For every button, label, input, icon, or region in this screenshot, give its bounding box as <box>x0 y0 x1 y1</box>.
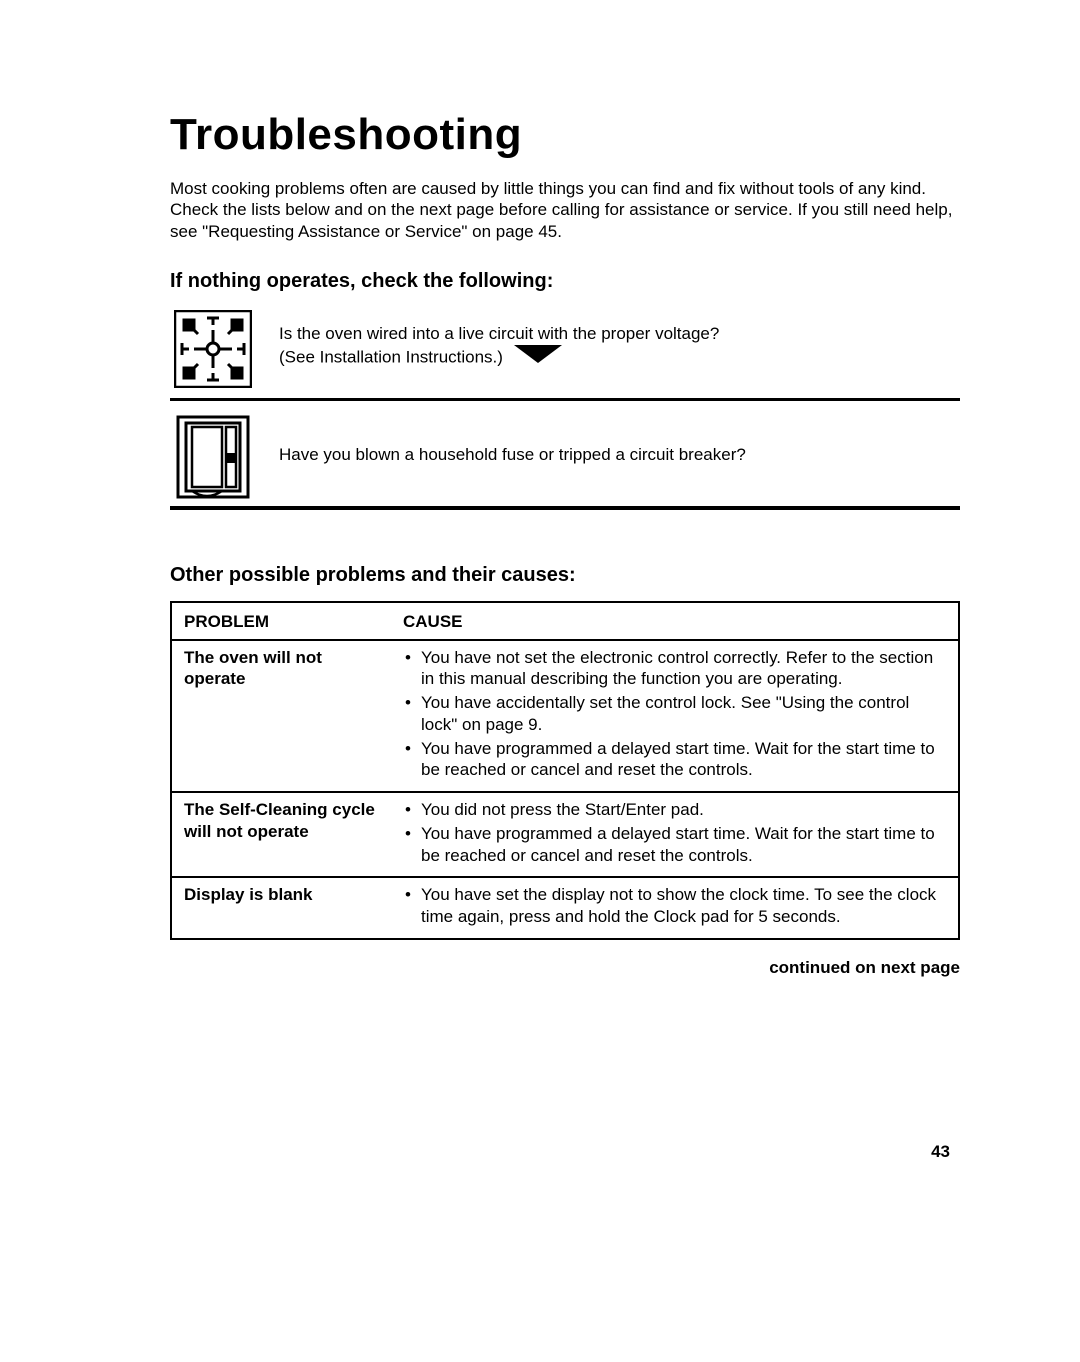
problem-cell: Display is blank <box>171 877 391 939</box>
intro-paragraph: Most cooking problems often are caused b… <box>170 178 960 242</box>
check-voltage-text: Is the oven wired into a live circuit wi… <box>279 323 719 379</box>
fusebox-icon <box>170 415 255 500</box>
table-row: The oven will not operate You have not s… <box>171 640 959 793</box>
cause-item: You have set the display not to show the… <box>403 884 946 928</box>
problem-cell: The oven will not operate <box>171 640 391 793</box>
cause-cell: You did not press the Start/Enter pad. Y… <box>391 792 959 877</box>
cause-cell: You have set the display not to show the… <box>391 877 959 939</box>
page-number: 43 <box>931 1142 950 1162</box>
nothing-operates-heading: If nothing operates, check the following… <box>170 270 960 293</box>
other-problems-heading: Other possible problems and their causes… <box>170 564 960 587</box>
arrow-down-icon <box>514 345 562 371</box>
cause-cell: You have not set the electronic control … <box>391 640 959 793</box>
page-title: Troubleshooting <box>170 110 960 160</box>
cause-item: You have accidentally set the control lo… <box>403 692 946 736</box>
cause-item: You have programmed a delayed start time… <box>403 823 946 867</box>
wiring-icon <box>170 307 255 392</box>
check1-line2: (See Installation Instructions.) <box>279 348 503 367</box>
check1-line1: Is the oven wired into a live circuit wi… <box>279 324 719 343</box>
check-fuse-text: Have you blown a household fuse or tripp… <box>279 444 746 474</box>
check-row-voltage: Is the oven wired into a live circuit wi… <box>170 307 960 401</box>
table-header-row: PROBLEM CAUSE <box>171 602 959 640</box>
cause-item: You did not press the Start/Enter pad. <box>403 799 946 821</box>
cause-item: You have programmed a delayed start time… <box>403 738 946 782</box>
table-row: The Self-Cleaning cycle will not operate… <box>171 792 959 877</box>
problem-cell: The Self-Cleaning cycle will not operate <box>171 792 391 877</box>
header-cause: CAUSE <box>391 602 959 640</box>
problems-table: PROBLEM CAUSE The oven will not operate … <box>170 601 960 940</box>
cause-item: You have not set the electronic control … <box>403 647 946 691</box>
table-row: Display is blank You have set the displa… <box>171 877 959 939</box>
check-row-fuse: Have you blown a household fuse or tripp… <box>170 415 960 510</box>
header-problem: PROBLEM <box>171 602 391 640</box>
continued-label: continued on next page <box>170 958 960 978</box>
